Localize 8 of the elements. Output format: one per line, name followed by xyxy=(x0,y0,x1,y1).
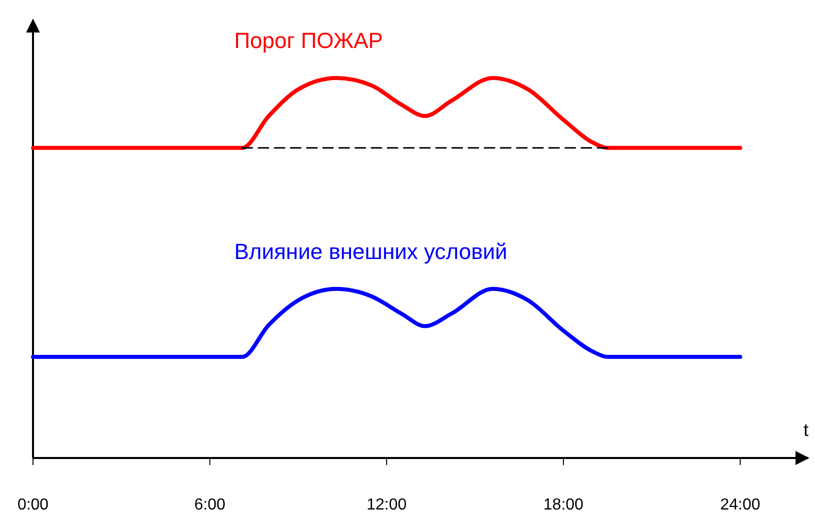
x-tick-label: 18:00 xyxy=(543,496,584,514)
x-axis-title: t xyxy=(803,420,809,440)
x-tick-label: 6:00 xyxy=(194,496,226,514)
series-label: Порог ПОЖАР xyxy=(234,28,383,53)
x-tick-label: 24:00 xyxy=(720,496,760,514)
x-tick-label: 0:00 xyxy=(17,496,49,514)
series-label: Влияние внешних условий xyxy=(234,238,508,264)
x-tick-label: 12:00 xyxy=(366,496,407,514)
